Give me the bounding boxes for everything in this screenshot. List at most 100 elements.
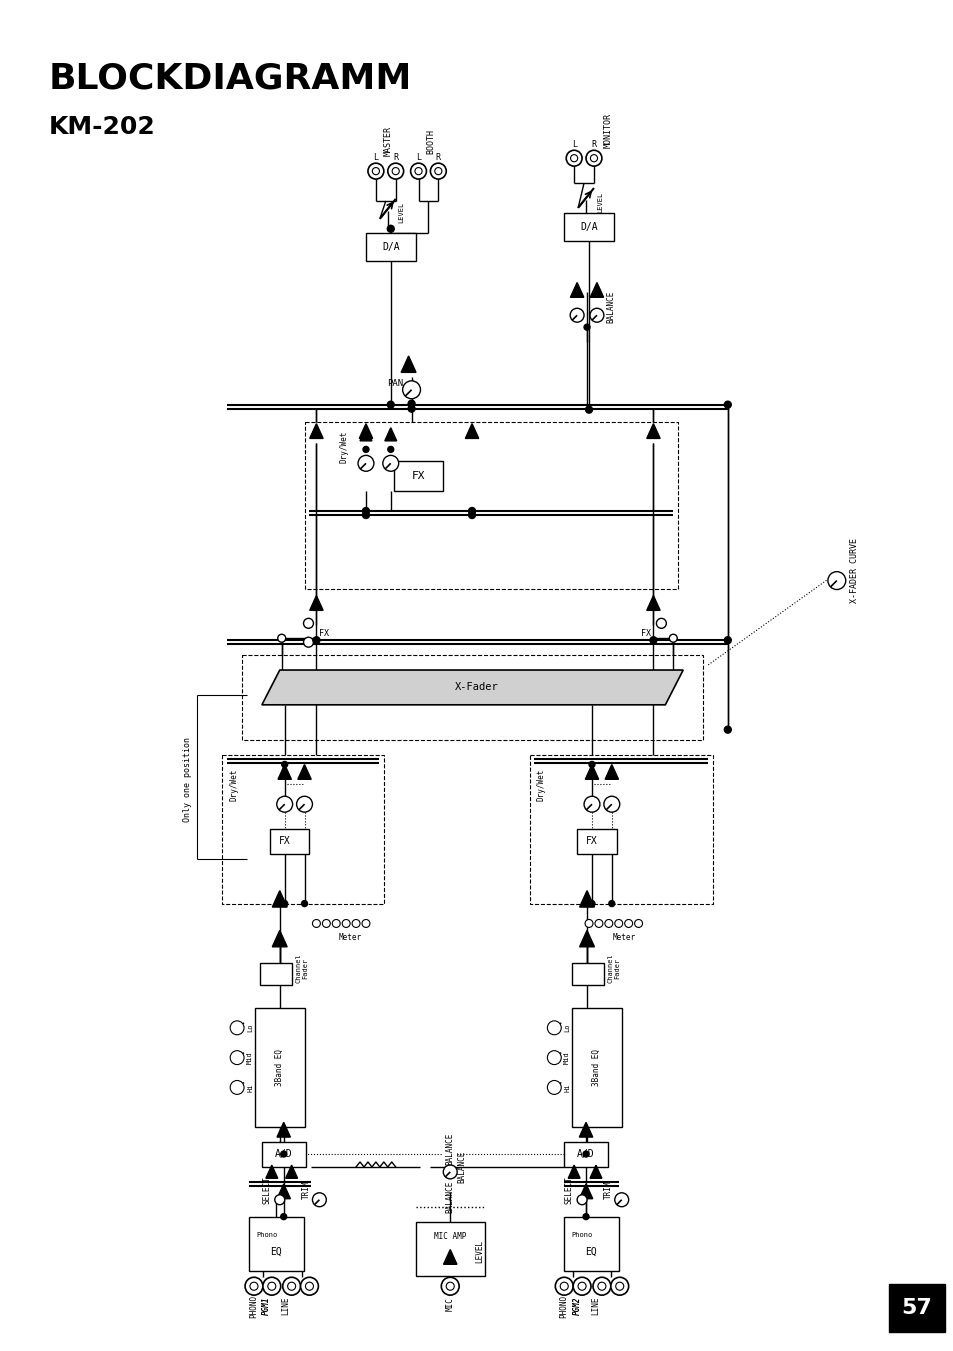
Text: BALANCE: BALANCE	[606, 290, 615, 323]
Text: X-FADER CURVE: X-FADER CURVE	[849, 538, 859, 603]
Circle shape	[547, 1081, 560, 1094]
Circle shape	[827, 571, 845, 589]
Circle shape	[614, 1193, 628, 1206]
Text: Phono: Phono	[571, 1232, 592, 1238]
Circle shape	[582, 1151, 588, 1156]
Circle shape	[392, 168, 399, 174]
Text: PGM2: PGM2	[572, 1297, 581, 1316]
Bar	[572, 1008, 621, 1127]
Bar	[529, 754, 712, 904]
Text: BALANCE: BALANCE	[457, 1151, 466, 1183]
Text: R: R	[393, 153, 397, 162]
Circle shape	[276, 796, 293, 812]
Circle shape	[408, 405, 415, 412]
Text: Mid: Mid	[563, 1051, 570, 1065]
Circle shape	[313, 920, 320, 927]
Text: L: L	[416, 153, 420, 162]
Circle shape	[583, 901, 589, 907]
Circle shape	[593, 1277, 610, 1296]
Text: Dry/Wet: Dry/Wet	[537, 769, 545, 801]
Circle shape	[276, 901, 282, 907]
Text: BALANCE: BALANCE	[445, 1181, 455, 1213]
Circle shape	[368, 163, 383, 180]
Text: D/A: D/A	[579, 222, 598, 232]
Circle shape	[723, 401, 731, 408]
Text: Dry/Wet: Dry/Wet	[230, 769, 238, 801]
Text: LEVEL: LEVEL	[475, 1240, 484, 1263]
Circle shape	[649, 636, 657, 643]
Bar	[416, 1221, 484, 1277]
Bar	[366, 232, 416, 261]
Polygon shape	[401, 355, 416, 373]
Polygon shape	[604, 765, 618, 780]
Text: X-Fader: X-Fader	[455, 682, 498, 692]
Circle shape	[361, 920, 370, 927]
Polygon shape	[276, 1183, 290, 1198]
Circle shape	[604, 920, 612, 927]
Circle shape	[415, 168, 421, 174]
Text: Dry/Wet: Dry/Wet	[339, 430, 348, 462]
Circle shape	[352, 920, 359, 927]
Text: A/D: A/D	[577, 1150, 595, 1159]
Circle shape	[296, 796, 313, 812]
Circle shape	[357, 455, 374, 471]
Polygon shape	[568, 1165, 579, 1178]
Text: FX: FX	[585, 836, 598, 846]
Circle shape	[430, 163, 446, 180]
Circle shape	[441, 1277, 458, 1296]
Polygon shape	[589, 1165, 601, 1178]
Polygon shape	[579, 931, 594, 947]
Bar	[394, 461, 443, 492]
Polygon shape	[465, 424, 478, 439]
Text: FX: FX	[278, 836, 291, 846]
Circle shape	[610, 1277, 628, 1296]
Text: 57: 57	[901, 1298, 932, 1319]
Text: PHONO: PHONO	[249, 1294, 258, 1317]
Bar	[563, 213, 613, 240]
Circle shape	[408, 400, 415, 407]
Bar	[888, 1285, 943, 1332]
Circle shape	[584, 920, 593, 927]
Circle shape	[634, 920, 642, 927]
Text: LEVEL: LEVEL	[398, 203, 404, 223]
Circle shape	[301, 901, 307, 907]
Bar	[270, 830, 309, 854]
Circle shape	[313, 636, 319, 643]
Text: Channel
Fader: Channel Fader	[607, 954, 619, 984]
Circle shape	[300, 1277, 318, 1296]
Circle shape	[305, 1282, 314, 1290]
Polygon shape	[579, 890, 594, 907]
Text: BALANCE: BALANCE	[445, 1133, 455, 1166]
Text: PHONO: PHONO	[559, 1294, 568, 1317]
Circle shape	[281, 762, 288, 767]
Circle shape	[608, 901, 614, 907]
Text: MONITOR: MONITOR	[603, 113, 612, 147]
Circle shape	[578, 1282, 585, 1290]
Text: Meter: Meter	[612, 934, 635, 942]
Text: R: R	[591, 139, 596, 149]
Circle shape	[303, 619, 314, 628]
Text: BLOCKDIAGRAMM: BLOCKDIAGRAMM	[49, 62, 412, 96]
Circle shape	[230, 1081, 244, 1094]
Text: TRIM: TRIM	[302, 1181, 311, 1200]
Text: R: R	[436, 153, 440, 162]
Circle shape	[287, 1282, 295, 1290]
Circle shape	[322, 920, 330, 927]
Polygon shape	[384, 428, 396, 440]
Bar	[572, 963, 603, 985]
Bar	[222, 754, 383, 904]
Text: MIC: MIC	[445, 1297, 455, 1310]
Circle shape	[372, 168, 379, 174]
Circle shape	[274, 1194, 284, 1205]
Circle shape	[468, 512, 475, 519]
Bar	[259, 963, 292, 985]
Text: LINE: LINE	[591, 1297, 599, 1316]
Polygon shape	[590, 282, 603, 297]
Circle shape	[555, 1277, 573, 1296]
Circle shape	[382, 455, 398, 471]
Circle shape	[446, 1282, 454, 1290]
Circle shape	[566, 150, 581, 166]
Circle shape	[598, 1282, 605, 1290]
Polygon shape	[359, 424, 373, 439]
Text: SELECT: SELECT	[262, 1175, 271, 1204]
